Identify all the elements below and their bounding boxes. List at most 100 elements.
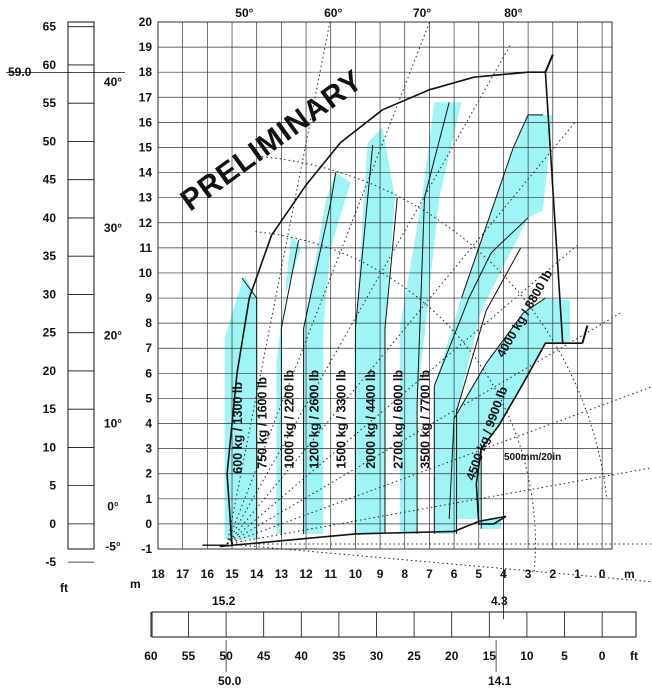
- x-tick-label: 5: [475, 567, 482, 581]
- left-ft-tick-label: 30: [43, 287, 57, 301]
- zone-boundary-2: [303, 172, 337, 534]
- y-tick-label: 2: [145, 467, 152, 481]
- load-label-6: 2000 kg / 4400 lb: [364, 370, 378, 469]
- x-tick-label: 14: [250, 567, 264, 581]
- angle-label-left: 40°: [104, 75, 122, 89]
- zone-boundary-3: [354, 144, 374, 534]
- load-zone-7: [449, 298, 571, 529]
- x-tick-label: 6: [451, 567, 458, 581]
- x-tick-label: 16: [201, 567, 215, 581]
- zone-boundary-9: [448, 297, 546, 519]
- zone-boundary-8: [480, 342, 568, 529]
- load-label-5: 1500 kg / 3300 lb: [335, 370, 349, 469]
- left-ft-tick-label: 65: [43, 20, 57, 34]
- bottom-ft-marker-2: 14.1: [488, 674, 512, 688]
- left-ft-tick-label: 20: [43, 364, 57, 378]
- zone-boundary-0: [241, 277, 258, 539]
- zone-boundary-7: [456, 247, 522, 534]
- y-tick-label: 6: [145, 366, 152, 380]
- y-tick-label: -1: [141, 542, 152, 556]
- envelope-lines: [202, 54, 589, 620]
- work-envelope: [219, 71, 583, 548]
- angle-line-7: [226, 43, 512, 545]
- load-zone-3: [303, 172, 351, 534]
- x-tick-label: 18: [151, 567, 165, 581]
- left-ft-tick-label: 0: [49, 517, 56, 531]
- angle-line-8: [226, 21, 431, 545]
- bottom-ft-tick-label: 15: [483, 649, 497, 663]
- left-ft-tick-label: 10: [43, 440, 57, 454]
- bottom-ft-tick-label: 60: [144, 649, 158, 663]
- left-ft-tick-label: 15: [43, 402, 57, 416]
- load-zone-1: [224, 275, 257, 539]
- y-tick-label: 5: [145, 391, 152, 405]
- y-tick-label: 19: [139, 40, 153, 54]
- left-ft-tick-label: 60: [43, 58, 57, 72]
- y-tick-label: 14: [139, 166, 153, 180]
- x-tick-label: 13: [275, 567, 289, 581]
- y-tick-label: 16: [139, 115, 153, 129]
- reach-marker-left: 15.2: [212, 594, 236, 608]
- left-ft-tick-label: 45: [43, 173, 57, 187]
- x-tick-label: 7: [426, 567, 433, 581]
- angle-label-left: -5°: [105, 539, 121, 553]
- fork-offset-label: 500mm/20in: [504, 452, 561, 463]
- load-zone-5: [399, 102, 462, 534]
- angle-line-0: [227, 543, 652, 583]
- left-ft-tick-label: 5: [49, 479, 56, 493]
- y-tick-label: 17: [139, 90, 153, 104]
- load-label-7: 2700 kg / 6000 lb: [391, 370, 405, 469]
- angle-label-top: 60°: [324, 6, 342, 20]
- load-zone-fills: [224, 102, 571, 539]
- radius-arc-0: [253, 231, 537, 572]
- zone-boundary-4: [384, 197, 398, 534]
- load-zone-6: [434, 114, 553, 534]
- left-ft-tick-label: 55: [43, 96, 57, 110]
- left-ft-tick-label: 40: [43, 211, 57, 225]
- y-tick-label: 20: [139, 15, 153, 29]
- bottom-ft-tick-label: 0: [599, 649, 606, 663]
- load-label-2: 750 kg / 1600 lb: [256, 377, 270, 469]
- y-tick-label: 1: [145, 492, 152, 506]
- y-tick-label: 8: [145, 316, 152, 330]
- fork-right: [581, 325, 589, 344]
- axis-ticks: 18 17 16 15 14 13 12 11 10 9 8 7 6 5 4 3 2 1 0-10123456789…: [6, 6, 637, 672]
- y-tick-label: 11: [139, 241, 152, 255]
- left-ft-tick-label: -5: [45, 555, 56, 569]
- bottom-ft-tick-label: 25: [407, 649, 421, 663]
- y-tick-label: 12: [139, 216, 153, 230]
- x-tick-label: 4: [500, 567, 507, 581]
- load-zone-4: [355, 127, 395, 534]
- left-ft-unit-label: ft: [60, 581, 68, 595]
- x-tick-label: 1: [574, 567, 581, 581]
- zone-boundary-1: [280, 240, 300, 534]
- y-tick-label: 13: [139, 191, 153, 205]
- boom-angle-lines: [226, 21, 652, 583]
- fork-top: [544, 54, 554, 73]
- angle-label-top: 50°: [235, 6, 253, 20]
- y-tick-label: 18: [139, 65, 153, 79]
- x-tick-label: 8: [401, 567, 408, 581]
- zone-boundary-6: [433, 217, 529, 534]
- x-tick-label: 15: [225, 567, 239, 581]
- left-ft-scale: [67, 21, 95, 550]
- angle-label-left: 20°: [104, 329, 122, 343]
- load-label-8: 3500 kg / 7700 lb: [418, 370, 432, 469]
- bottom-ft-tick-label: 30: [370, 649, 384, 663]
- x-tick-label: 9: [377, 567, 384, 581]
- x-tick-label: 11: [324, 567, 337, 581]
- y-tick-label: 9: [145, 291, 152, 305]
- left-ft-tick-label: 25: [43, 326, 57, 340]
- bottom-ft-tick-label: 35: [332, 649, 346, 663]
- left-ft-tick-label: 50: [43, 134, 57, 148]
- bottom-ft-tick-label: 45: [257, 649, 271, 663]
- bottom-ft-unit-label: ft: [630, 649, 638, 663]
- y-tick-label: 15: [139, 140, 153, 154]
- angle-line-5: [226, 245, 578, 545]
- angle-label-left: 10°: [104, 417, 122, 431]
- bottom-ft-tick-label: 55: [182, 649, 196, 663]
- zone-boundary-5: [416, 102, 450, 534]
- bottom-ft-marker: 50.0: [218, 674, 242, 688]
- bottom-ft-tick-label: 10: [520, 649, 534, 663]
